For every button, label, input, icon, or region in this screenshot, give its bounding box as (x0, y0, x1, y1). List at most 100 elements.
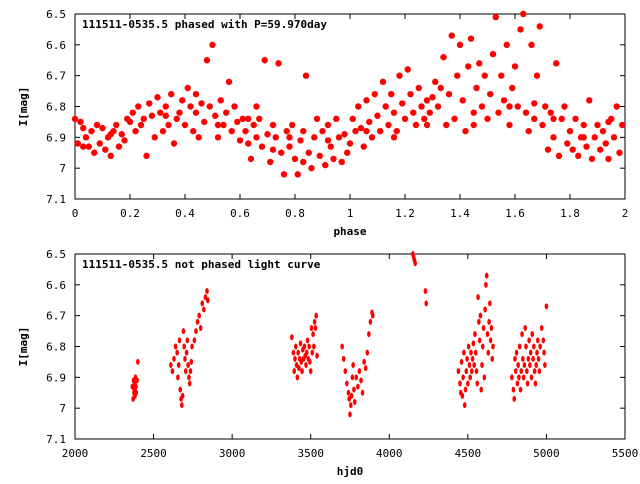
chart-1-y-tick-label: 6.5 (46, 8, 66, 21)
chart-1-y-tick-label: 6.6 (46, 39, 66, 52)
chart-1-data-point (509, 84, 516, 92)
chart-1-data-point (610, 134, 618, 141)
chart-1-data-point (154, 94, 161, 101)
chart-1-data-point (322, 161, 329, 169)
chart-1-data-point (143, 152, 150, 160)
chart-2-data-point (356, 383, 360, 390)
chart-1-data-point (522, 109, 530, 116)
chart-1-data-point (250, 121, 257, 129)
chart-1-data-point (564, 140, 571, 147)
chart-2-data-point (305, 337, 310, 344)
chart-1-data-point (536, 23, 543, 30)
chart-1-data-point (212, 112, 219, 119)
chart-1-data-point (489, 50, 497, 58)
chart-1-data-point (99, 124, 106, 132)
chart-1-data-point (443, 121, 450, 129)
chart-1-data-point (261, 57, 268, 64)
chart-2-data-point (135, 377, 139, 384)
chart-1-data-point (385, 121, 392, 129)
chart-2-data-point (535, 349, 539, 356)
chart-1-data-point (410, 109, 417, 116)
chart-1-data-point (148, 112, 156, 119)
chart-1-data-point (390, 134, 398, 141)
chart-1-data-point (432, 78, 439, 86)
chart-1-data-point (91, 149, 98, 156)
chart-1-data-point (239, 115, 246, 123)
chart-1-data-point (162, 103, 169, 110)
chart-1-data-point (140, 115, 147, 123)
chart-2-data-point (357, 368, 362, 375)
chart-1-data-point (459, 97, 466, 104)
chart-2-data-point (313, 325, 318, 331)
chart-2-y-tick-label: 6.9 (46, 371, 66, 384)
chart-1-data-point (80, 143, 87, 150)
chart-1-data-point (561, 103, 568, 110)
chart-1-data-point (613, 103, 620, 110)
chart-1-data-point (572, 115, 579, 123)
chart-1-data-point (195, 134, 202, 141)
chart-1-y-tick-label: 6.9 (46, 131, 66, 144)
chart-2-data-point (473, 331, 477, 338)
chart-2-data-point (312, 318, 317, 325)
chart-1-data-point (591, 134, 598, 141)
chart-1-data-point (388, 90, 395, 98)
chart-1-data-point (269, 146, 277, 153)
chart-1-data-point (80, 124, 87, 132)
chart-1-data-point (245, 140, 252, 147)
chart-1-data-point (374, 112, 381, 119)
chart-1-data-point (168, 90, 175, 98)
chart-1-data-point (297, 137, 304, 144)
chart-1-data-point (118, 131, 125, 138)
chart-1-data-point (368, 134, 376, 141)
chart-1-y-tick-label: 7 (59, 162, 66, 175)
chart-2-data-point (516, 362, 520, 368)
chart-1-data-point (583, 143, 590, 150)
chart-2-data-point (478, 312, 483, 319)
chart-1-data-point (566, 127, 574, 135)
chart-1-data-point (429, 94, 436, 101)
chart-1-data-point (500, 97, 508, 104)
chart-1-data-point (335, 134, 343, 141)
chart-2-data-point (476, 294, 480, 301)
chart-2-data-point (456, 368, 461, 375)
chart-2-data-point (522, 362, 527, 368)
chart-2-data-point (468, 374, 473, 381)
chart-2-data-point (183, 355, 187, 362)
chart-2-data-point (180, 402, 184, 409)
chart-2-data-point (363, 365, 368, 372)
chart-2-data-point (192, 337, 197, 344)
chart-2-data-point (177, 337, 182, 344)
chart-2-data-point (532, 343, 536, 350)
chart-2-x-tick-label: 5000 (533, 447, 560, 460)
chart-1-data-point (93, 121, 101, 129)
chart-1-data-point (531, 115, 538, 123)
chart-2-data-point (470, 355, 475, 362)
chart-2-data-point (541, 337, 546, 344)
chart-2-data-point (348, 411, 352, 418)
chart-1-data-point (341, 131, 348, 138)
chart-2-y-tick-label: 6.6 (46, 279, 66, 292)
chart-2-data-point (304, 349, 309, 356)
chart-1-data-point (426, 109, 433, 116)
chart-1-data-point (245, 115, 252, 123)
chart-2-data-point (349, 392, 354, 399)
chart-1-data-point (316, 152, 323, 160)
chart-1-data-point (77, 118, 84, 126)
chart-1-data-point (146, 100, 153, 107)
chart-1-data-point (407, 90, 414, 98)
chart-2-data-point (297, 365, 301, 372)
chart-1-data-point (289, 121, 296, 129)
chart-1-data-point (357, 124, 365, 132)
chart-2-data-point (483, 306, 487, 313)
chart-2-data-point (469, 349, 473, 356)
chart-2-data-point (475, 380, 480, 387)
chart-1-data-point (366, 118, 373, 126)
chart-2-data-point (511, 386, 516, 393)
chart-1-data-point (379, 78, 387, 86)
chart-1-data-point (550, 134, 557, 141)
chart-1-data-point (253, 103, 260, 110)
chart-1-data-point (231, 103, 238, 110)
chart-1-data-point (349, 115, 356, 123)
